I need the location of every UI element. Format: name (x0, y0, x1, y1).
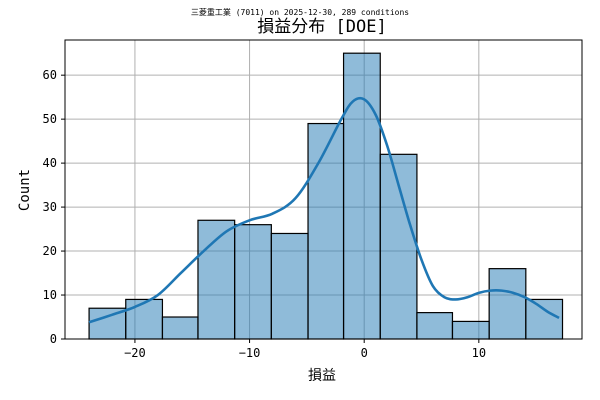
x-axis-ticks: −20 −10 0 10 (124, 339, 486, 360)
y-axis-label: Count (17, 169, 33, 211)
histogram-bar (488, 268, 527, 340)
x-tick-label: 0 (361, 346, 368, 360)
y-tick-label: 30 (43, 200, 57, 214)
histogram-bar (161, 316, 199, 340)
y-tick-label: 0 (50, 332, 57, 346)
y-axis-ticks: 0 10 20 30 40 50 60 (43, 68, 65, 346)
chart-subtitle: 三菱重工業 (7011) on 2025-12-30, 289 conditio… (191, 7, 409, 17)
histogram-bar (234, 224, 272, 340)
histogram-bar (125, 298, 164, 340)
y-tick-label: 20 (43, 244, 57, 258)
histogram-bars (88, 52, 564, 340)
y-tick-label: 40 (43, 156, 57, 170)
chart-title: 損益分布 [DOE] (257, 17, 386, 37)
histogram-bar (416, 312, 454, 340)
histogram-bar (451, 320, 490, 340)
histogram-bar (307, 122, 345, 340)
x-tick-label: −20 (124, 346, 146, 360)
histogram-bar (270, 232, 309, 340)
x-axis-label: 損益 (308, 368, 336, 384)
y-tick-label: 50 (43, 112, 57, 126)
plot-frame (64, 39, 583, 340)
histogram-bar (525, 298, 564, 340)
y-tick-label: 10 (43, 288, 57, 302)
kde-curve (88, 96, 560, 324)
y-tick-label: 60 (43, 68, 57, 82)
x-tick-label: 10 (472, 346, 486, 360)
histogram-bar (342, 52, 381, 340)
x-tick-label: −10 (239, 346, 261, 360)
